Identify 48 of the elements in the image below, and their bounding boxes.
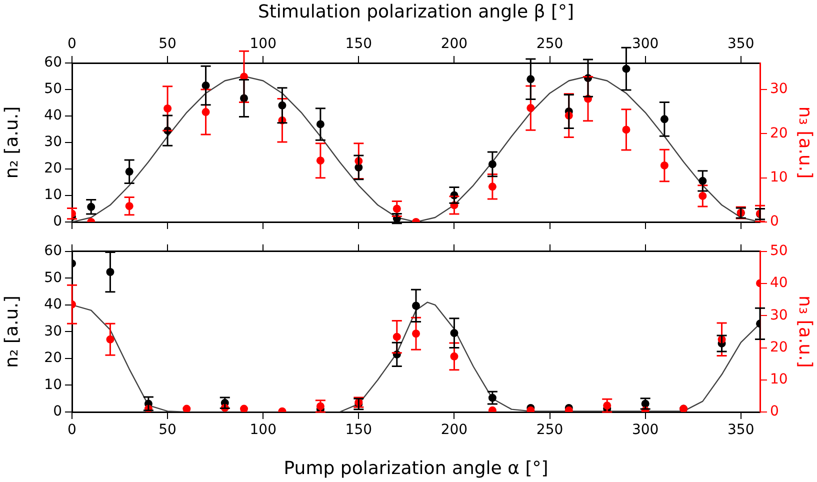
y-axis-title: n₂ [a.u.] [1, 296, 22, 368]
y-tick-label: 30 [44, 323, 62, 340]
y2-tick-label: 20 [770, 125, 788, 142]
x-tick-label: 150 [345, 422, 372, 438]
y2-tick-label: 10 [770, 169, 788, 186]
x-tick-label: 50 [158, 422, 176, 438]
x2-tick-label: 50 [158, 36, 176, 52]
x-tick-label: 100 [250, 422, 276, 438]
x-tick-label: 250 [536, 422, 564, 438]
y2-axis-title: n₃ [a.u.] [794, 296, 816, 368]
x-axis-title: Pump polarization angle α [°] [284, 458, 548, 479]
x-tick-label: 300 [632, 422, 659, 438]
y-tick-label: 10 [44, 187, 62, 204]
y-tick-label: 60 [44, 243, 62, 260]
y2-tick-label: 30 [770, 307, 788, 324]
y2-axis-title: n₃ [a.u.] [794, 106, 816, 179]
x2-tick-label: 100 [250, 36, 276, 52]
x2-tick-label: 0 [68, 36, 76, 52]
y-tick-label: 10 [44, 376, 62, 393]
x2-tick-label: 250 [536, 36, 564, 52]
y-axis-title: n₂ [a.u.] [1, 106, 22, 179]
y2-tick-label: 40 [770, 275, 788, 292]
y-tick-label: 60 [44, 54, 62, 71]
x2-axis-title: Stimulation polarization angle β [°] [258, 1, 574, 22]
x2-tick-label: 200 [440, 36, 468, 52]
y2-tick-label: 20 [770, 339, 788, 356]
y-tick-label: 40 [44, 108, 62, 124]
y2-tick-label: 0 [770, 214, 779, 230]
y-tick-label: 20 [44, 350, 62, 366]
x-tick-label: 350 [728, 422, 754, 438]
y2-tick-label: 50 [770, 243, 788, 260]
y-tick-label: 30 [44, 134, 62, 150]
x2-tick-label: 300 [632, 36, 659, 52]
x-tick-label: 200 [440, 422, 468, 438]
point [240, 404, 248, 412]
y-tick-label: 40 [44, 296, 62, 313]
y-tick-label: 0 [53, 404, 62, 420]
y2-tick-label: 0 [770, 404, 779, 420]
point [182, 404, 191, 412]
y-tick-label: 20 [44, 160, 62, 177]
y-tick-label: 50 [44, 81, 62, 98]
x2-tick-label: 150 [345, 36, 372, 52]
y-tick-label: 0 [53, 214, 62, 230]
y2-tick-label: 10 [770, 372, 788, 388]
y-tick-label: 50 [44, 270, 62, 286]
y2-tick-label: 30 [770, 81, 788, 98]
x-tick-label: 0 [68, 422, 76, 438]
x2-tick-label: 350 [728, 36, 754, 52]
